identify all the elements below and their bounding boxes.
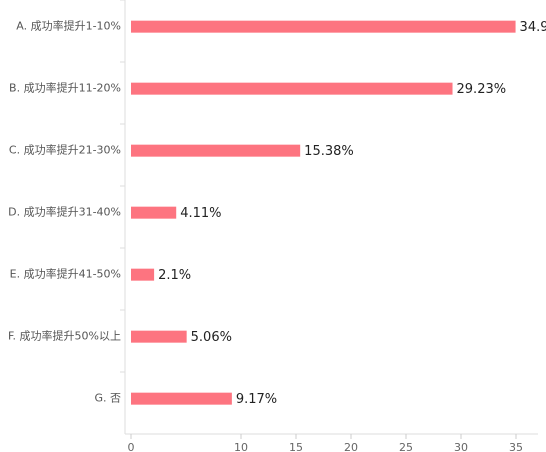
x-tick-label: 35 — [509, 441, 523, 452]
value-label: 15.38% — [304, 144, 354, 159]
bar — [131, 268, 155, 281]
category-label: E. 成功率提升41-50% — [10, 267, 121, 281]
bar — [131, 392, 232, 405]
bar — [131, 144, 301, 157]
bar — [131, 206, 177, 219]
x-tick-label: 0 — [128, 441, 135, 452]
category-label: A. 成功率提升1-10% — [16, 19, 121, 33]
x-tick-label: 20 — [344, 441, 358, 452]
value-label: 5.06% — [191, 330, 232, 345]
value-label: 2.1% — [158, 268, 191, 283]
bar — [131, 20, 516, 33]
value-label: 9.17% — [236, 392, 277, 407]
category-label: G. 否 — [94, 392, 121, 405]
value-label: 4.11% — [180, 206, 221, 221]
value-label: 34.96% — [520, 20, 546, 35]
category-label: C. 成功率提升21-30% — [9, 143, 121, 157]
value-label: 29.23% — [457, 82, 507, 97]
x-tick-label: 10 — [234, 441, 248, 452]
x-tick-label: 15 — [289, 441, 303, 452]
bar — [131, 82, 453, 95]
category-label: B. 成功率提升11-20% — [9, 81, 121, 95]
category-label: D. 成功率提升31-40% — [8, 205, 121, 219]
x-tick-label: 25 — [399, 441, 413, 452]
x-tick-label: 30 — [454, 441, 468, 452]
category-label: F. 成功率提升50%以上 — [8, 329, 121, 343]
bar — [131, 330, 187, 343]
